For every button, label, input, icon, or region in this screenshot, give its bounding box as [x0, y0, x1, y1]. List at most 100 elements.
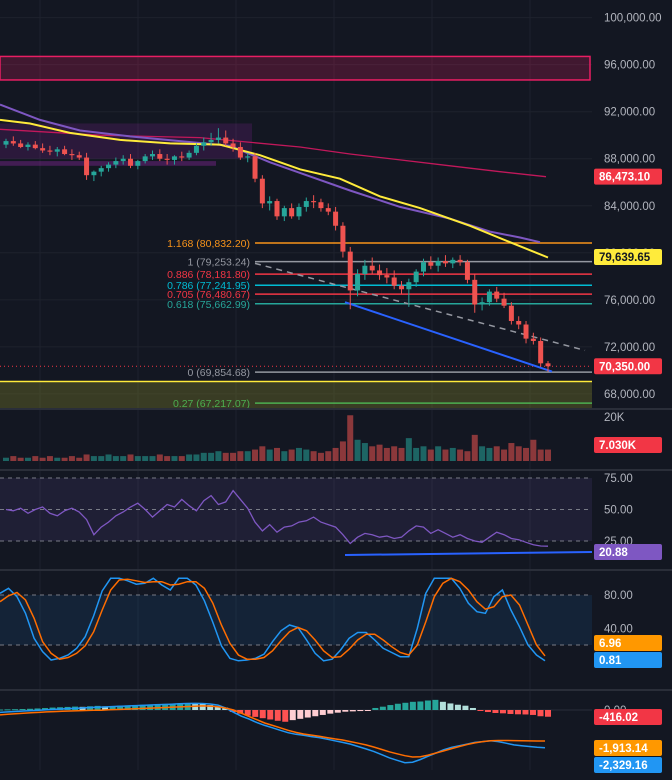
price-tick-label: 76,000.00	[604, 295, 655, 307]
volume-bar	[17, 457, 24, 461]
volume-bar	[435, 446, 442, 461]
macd-histogram-bar	[432, 699, 439, 710]
volume-bar	[68, 456, 75, 461]
candle-body	[289, 208, 295, 217]
candle-body	[142, 156, 148, 162]
macd-histogram-bar	[424, 700, 431, 710]
price-tick-label: 84,000.00	[604, 201, 655, 213]
macd-histogram-bar	[19, 709, 26, 711]
macd-histogram-bar	[454, 704, 461, 710]
volume-bar	[54, 457, 61, 461]
macd-histogram-bar	[237, 710, 244, 714]
price-tick-label: 92,000.00	[604, 107, 655, 119]
volume-tick-label: 20K	[604, 412, 625, 424]
volume-bar	[134, 456, 141, 461]
fib-level-label: 0.786 (77,241.95)	[167, 280, 250, 292]
volume-bar	[149, 456, 156, 461]
stoch-k-line	[0, 577, 546, 662]
fib-level-label: 0 (69,854.68)	[188, 367, 250, 379]
macd-histogram-bar	[42, 708, 49, 710]
macd-histogram-bar	[499, 710, 506, 714]
price-tick-label: 96,000.00	[604, 60, 655, 72]
volume-bar	[486, 447, 493, 461]
price-tag-text: 70,350.00	[599, 361, 650, 373]
macd-histogram-bar	[222, 707, 229, 710]
volume-bar	[237, 451, 244, 461]
volume-bar	[39, 457, 46, 461]
fib-level-label: 0.27 (67,217.07)	[173, 398, 250, 410]
macd-histogram-bar	[312, 710, 319, 717]
macd-histogram-bar	[529, 710, 536, 715]
volume-bar	[215, 451, 222, 461]
candle-body	[91, 171, 97, 176]
candle-body	[54, 149, 60, 152]
volume-bar	[317, 452, 324, 461]
candle-body	[303, 201, 309, 207]
candle-body	[369, 265, 375, 271]
volume-bar	[142, 456, 149, 461]
volume-bar	[442, 449, 449, 461]
candle-body	[355, 273, 361, 291]
resistance-zone	[0, 55, 591, 81]
candle-body	[274, 201, 280, 217]
macd-histogram-bar	[364, 710, 371, 711]
volume-bar	[252, 449, 259, 461]
candle-body	[47, 150, 53, 152]
macd-histogram-bar	[27, 708, 34, 710]
candle-body	[318, 202, 324, 209]
candle-body	[442, 261, 448, 264]
volume-bar	[266, 449, 273, 461]
macd-histogram-bar	[117, 705, 124, 710]
volume-bar	[464, 451, 471, 461]
candle-body	[25, 144, 31, 147]
volume-bar	[508, 443, 515, 461]
volume-bar	[545, 449, 551, 461]
rsi-line	[5, 489, 549, 547]
candle-body	[10, 141, 16, 144]
volume-bar	[112, 456, 119, 461]
macd-histogram-bar	[124, 705, 131, 710]
price-tick-label: 68,000.00	[604, 389, 655, 401]
volume-bar	[83, 454, 90, 461]
macd-histogram-bar	[492, 710, 499, 713]
candle-body	[98, 168, 104, 172]
volume-bar	[339, 441, 346, 461]
rsi-tag-text: 20.88	[599, 547, 628, 559]
macd-histogram-bar	[252, 710, 259, 717]
candle-body	[179, 156, 185, 158]
candle-body	[120, 158, 126, 162]
volume-tag: 7.030K	[594, 437, 662, 453]
volume-bar	[332, 447, 339, 461]
rsi-trendline	[344, 551, 593, 556]
candle-body	[76, 155, 82, 158]
ma-100-line	[0, 103, 541, 244]
volume-bar	[178, 456, 185, 461]
candle-body	[538, 340, 544, 364]
volume-bar	[222, 452, 229, 461]
macd-histogram-bar	[289, 710, 296, 721]
macd-histogram-bar	[319, 710, 326, 715]
stoch-d-tag: 6.96	[594, 635, 662, 651]
fib-level-label: 1 (79,253.24)	[188, 257, 250, 269]
candle-body	[406, 282, 412, 290]
macd-histogram-bar	[214, 706, 221, 710]
candle-body	[193, 145, 199, 153]
macd-histogram-bar	[522, 710, 529, 715]
candle-body	[545, 363, 551, 367]
candle-body	[399, 285, 405, 290]
macd-histogram-bar	[507, 710, 514, 714]
macd-histogram-bar	[147, 704, 154, 710]
candle-body	[494, 291, 500, 299]
macd-histogram-bar	[342, 710, 349, 712]
candle-body	[435, 261, 441, 266]
volume-bar	[449, 447, 456, 461]
candle-body	[311, 201, 317, 203]
volume-bar	[479, 446, 486, 461]
macd-histogram-bar	[267, 710, 274, 720]
macd-histogram-bar	[545, 710, 551, 717]
macd-hist-tag: -416.02	[594, 709, 662, 725]
candle-body	[501, 298, 507, 306]
candle-body	[457, 259, 463, 263]
price-tag: 70,350.00	[594, 358, 662, 375]
